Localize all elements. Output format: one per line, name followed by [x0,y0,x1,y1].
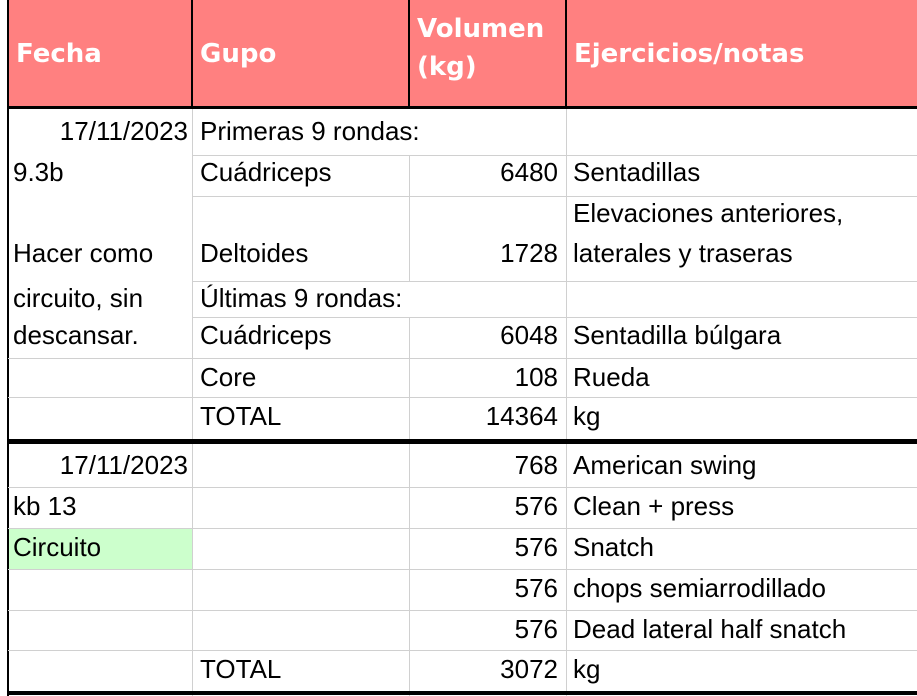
header-fecha-label: Fecha [16,39,102,69]
bottom-border [8,691,917,695]
cell-unit[interactable]: kg [573,401,601,431]
cell-exercise[interactable]: Sentadilla búlgara [573,320,782,350]
header-ejercicios[interactable]: Ejercicios/notas [566,0,917,108]
header-divider [565,0,567,108]
header-volumen-line2: (kg) [417,52,477,82]
grid-line [409,317,410,696]
cell-note[interactable]: Circuito [13,532,102,562]
cell-note[interactable]: circuito, sin [13,283,144,313]
cell-date[interactable]: 17/11/2023 [59,450,188,480]
cell-group[interactable]: Deltoides [200,238,309,268]
grid-line [192,281,917,282]
cell-group[interactable]: Core [200,362,257,392]
cell-volume[interactable]: 576 [514,491,558,521]
cell-exercise[interactable]: Clean + press [573,491,735,521]
cell-note[interactable]: kb 13 [13,491,77,521]
cell-volume[interactable]: 1728 [500,238,558,268]
grid-line [192,196,917,197]
cell-total-label[interactable]: TOTAL [200,654,282,684]
header-grupo-label: Gupo [200,39,277,69]
cell-volume[interactable]: 576 [514,573,558,603]
cell-date[interactable]: 17/11/2023 [59,116,188,146]
cell-section[interactable]: Últimas 9 rondas: [200,283,403,313]
cell-note[interactable]: Hacer como [13,238,154,268]
grid-line [8,528,917,529]
cell-exercise[interactable]: laterales y traseras [573,238,793,268]
header-bottom-border [8,106,917,109]
grid-line [8,610,917,611]
header-fecha[interactable]: Fecha [8,0,192,108]
header-volumen-line1: Volumen [417,14,545,44]
cell-exercise[interactable]: American swing [573,450,757,480]
cell-total-volume[interactable]: 14364 [485,401,558,431]
cell-total-volume[interactable]: 3072 [500,654,558,684]
cell-exercise[interactable]: Rueda [573,362,650,392]
grid-line [8,650,917,651]
grid-line [192,108,193,696]
highlight-cell [9,529,192,569]
cell-volume[interactable]: 6480 [500,157,558,187]
grid-line [192,317,917,318]
header-ejercicios-label: Ejercicios/notas [574,39,805,69]
grid-line [566,108,567,696]
header-volumen[interactable]: Volumen (kg) [409,0,566,108]
grid-line [409,156,410,282]
cell-exercise[interactable]: Elevaciones anteriores, [573,198,844,228]
cell-total-label[interactable]: TOTAL [200,401,282,431]
cell-volume[interactable]: 6048 [500,320,558,350]
cell-group[interactable]: Cuádriceps [200,157,332,187]
header-divider [191,0,193,108]
cell-volume[interactable]: 576 [514,614,558,644]
header-grupo[interactable]: Gupo [192,0,409,108]
grid-line [8,487,917,488]
cell-section[interactable]: Primeras 9 rondas: [200,116,420,146]
cell-exercise[interactable]: Dead lateral half snatch [573,614,847,644]
cell-group[interactable]: Cuádriceps [200,320,332,350]
cell-volume[interactable]: 576 [514,532,558,562]
cell-exercise[interactable]: chops semiarrodillado [573,573,826,603]
grid-line [8,569,917,570]
header-divider [408,0,410,108]
grid-line [8,397,917,398]
cell-unit[interactable]: kg [573,654,601,684]
cell-exercise[interactable]: Snatch [573,532,654,562]
cell-note[interactable]: 9.3b [13,157,64,187]
left-border [7,0,9,696]
cell-volume[interactable]: 768 [514,450,558,480]
cell-note[interactable]: descansar. [13,320,139,350]
grid-line [8,358,917,359]
cell-volume[interactable]: 108 [514,362,558,392]
cell-exercise[interactable]: Sentadillas [573,157,701,187]
block-separator [8,439,917,444]
grid-line [192,155,917,156]
